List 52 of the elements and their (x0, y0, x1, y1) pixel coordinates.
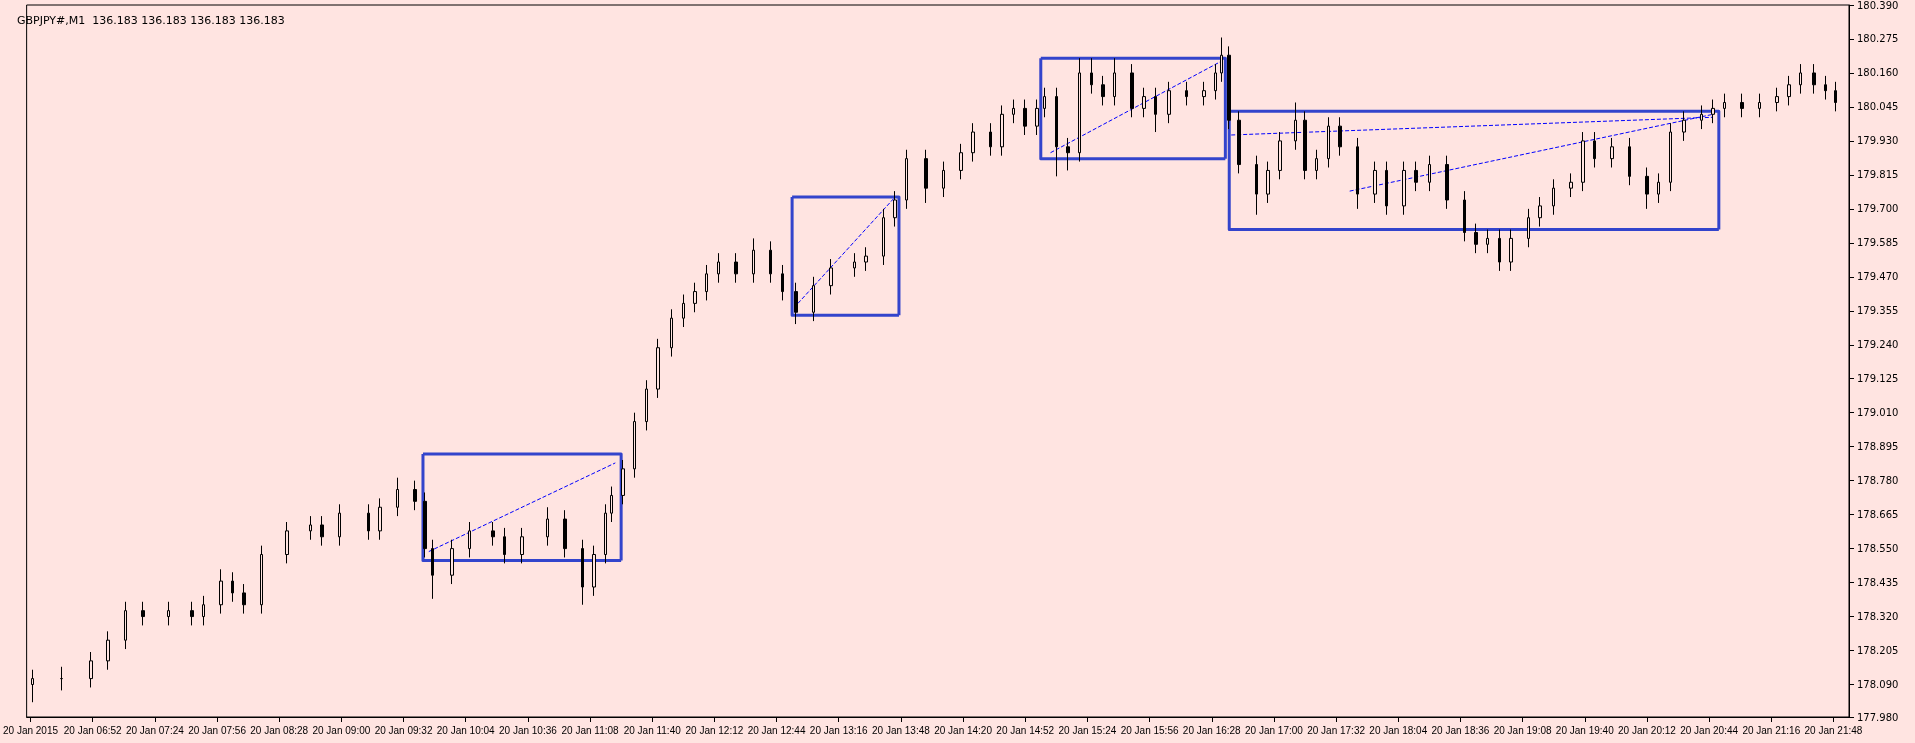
y-tick-label: 178.205 (1857, 645, 1899, 657)
y-tick-label: 179.700 (1857, 203, 1899, 215)
y-tick-label: 179.010 (1857, 407, 1899, 419)
x-tick-label: 20 Jan 07:24 (125, 724, 185, 736)
x-tick-label: 20 Jan 11:40 (623, 724, 682, 736)
x-tick-label: 20 Jan 2015 (2, 724, 59, 736)
x-tick-label: 20 Jan 21:16 (1742, 724, 1801, 736)
x-tick-label: 20 Jan 06:52 (63, 724, 123, 736)
x-tick-label: 20 Jan 12:44 (747, 724, 806, 736)
y-tick-label: 180.390 (1857, 0, 1899, 11)
y-tick-label: 178.435 (1857, 577, 1899, 589)
x-tick-label: 20 Jan 09:00 (312, 724, 371, 736)
x-tick-label: 20 Jan 18:04 (1369, 724, 1428, 736)
x-tick-label: 20 Jan 19:40 (1555, 724, 1615, 736)
y-tick-label: 179.930 (1857, 135, 1899, 147)
y-tick-label: 180.160 (1857, 67, 1899, 79)
x-tick-label: 20 Jan 11:08 (561, 724, 620, 736)
y-tick-label: 180.045 (1857, 101, 1899, 113)
y-tick-label: 179.815 (1857, 169, 1899, 181)
x-tick-label: 20 Jan 08:28 (250, 724, 309, 736)
x-tick-label: 20 Jan 17:32 (1307, 724, 1366, 736)
y-tick-label: 179.355 (1857, 305, 1899, 317)
x-tick-label: 20 Jan 13:48 (871, 724, 931, 736)
x-tick-label: 20 Jan 16:28 (1182, 724, 1242, 736)
y-tick-label: 178.895 (1857, 441, 1899, 453)
y-tick-label: 179.470 (1857, 271, 1899, 283)
x-tick-label: 20 Jan 13:16 (809, 724, 869, 736)
x-tick-label: 20 Jan 10:36 (498, 724, 558, 736)
y-tick-label: 178.780 (1857, 475, 1899, 487)
x-tick-label: 20 Jan 15:24 (1058, 724, 1117, 736)
x-tick-label: 20 Jan 07:56 (188, 724, 247, 736)
x-tick-label: 20 Jan 14:52 (996, 724, 1055, 736)
x-tick-label: 20 Jan 19:08 (1493, 724, 1552, 736)
x-tick-label: 20 Jan 17:00 (1245, 724, 1304, 736)
y-tick-label: 178.550 (1857, 543, 1899, 555)
y-tick-label: 177.980 (1857, 711, 1899, 723)
x-tick-label: 20 Jan 09:32 (374, 724, 433, 736)
x-tick-label: 20 Jan 12:12 (685, 724, 744, 736)
x-tick-label: 20 Jan 18:36 (1431, 724, 1490, 736)
x-tick-label: 20 Jan 10:04 (436, 724, 496, 736)
y-tick-label: 178.090 (1857, 679, 1899, 690)
y-tick-label: 178.665 (1857, 509, 1899, 521)
y-tick-label: 179.125 (1857, 373, 1899, 385)
x-tick-label: 20 Jan 20:12 (1618, 724, 1677, 736)
x-tick-label: 20 Jan 14:20 (934, 724, 993, 736)
y-tick-label: 179.585 (1857, 237, 1899, 249)
x-tick-label: 20 Jan 20:44 (1680, 724, 1739, 736)
y-tick-label: 178.320 (1857, 611, 1899, 623)
x-tick-label: 20 Jan 21:48 (1804, 724, 1863, 736)
y-tick-label: 180.275 (1857, 33, 1899, 45)
x-tick-label: 20 Jan 15:56 (1120, 724, 1179, 736)
y-tick-label: 179.240 (1857, 339, 1899, 351)
